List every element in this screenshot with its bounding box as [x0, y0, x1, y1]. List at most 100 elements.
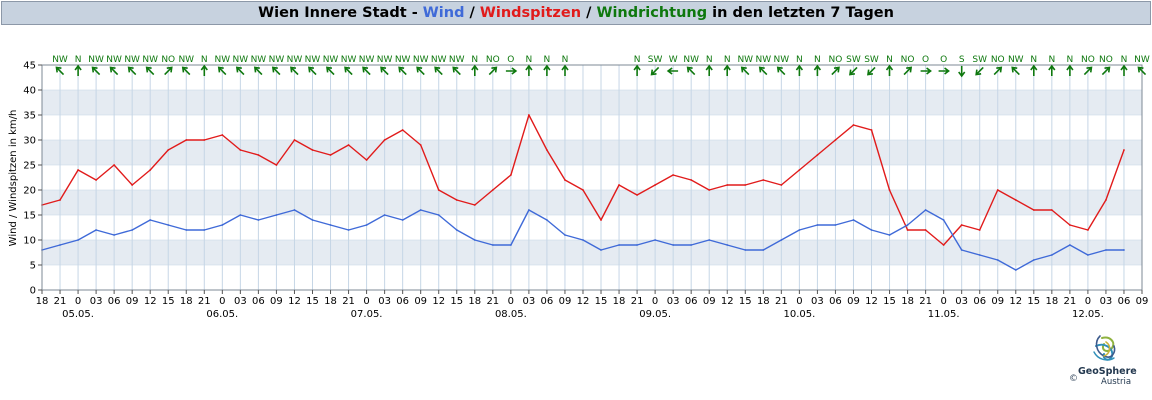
gust-point	[131, 184, 134, 186]
gust-point	[293, 139, 296, 141]
direction-label: NW	[52, 55, 68, 65]
band	[42, 240, 1142, 265]
wind-point	[744, 249, 747, 251]
gust-point	[491, 189, 494, 191]
x-tick-label: 03	[955, 296, 968, 307]
wind-point	[708, 239, 711, 241]
x-tick-label: 21	[919, 296, 932, 307]
x-tick-label: 06	[1118, 296, 1131, 307]
x-tick-label: 21	[54, 296, 67, 307]
x-tick-label: 12	[1009, 296, 1022, 307]
date-label: 12.05.	[1072, 309, 1104, 320]
wind-direction-arrow	[975, 66, 984, 76]
wind-direction-arrow	[543, 64, 551, 76]
wind-point	[419, 209, 422, 211]
title-separator-1: /	[464, 5, 480, 21]
wind-direction-arrow	[813, 64, 822, 76]
wind-point	[527, 209, 530, 211]
gust-point	[1050, 209, 1053, 211]
wind-direction-arrow	[1120, 64, 1128, 76]
date-label: 06.05.	[206, 309, 238, 320]
wind-direction-arrow	[253, 66, 263, 76]
wind-direction-arrow	[903, 66, 913, 76]
wind-point	[798, 229, 801, 231]
direction-label: N	[634, 55, 641, 65]
gust-point	[329, 154, 332, 156]
x-tick-label: 06	[973, 296, 986, 307]
wind-point	[1105, 249, 1107, 251]
wind-point	[564, 234, 566, 236]
wind-point	[203, 229, 206, 231]
gust-point	[95, 179, 97, 181]
wind-direction-arrow	[758, 66, 768, 76]
direction-label: NO	[486, 55, 500, 65]
direction-label: NW	[124, 55, 140, 65]
wind-point	[834, 224, 837, 226]
gust-point	[942, 244, 945, 246]
wind-direction-arrow	[380, 66, 389, 76]
x-tick-label: 0	[940, 296, 946, 307]
direction-label: NW	[431, 55, 447, 65]
wind-direction-arrow	[109, 66, 119, 76]
direction-label: NW	[359, 55, 375, 65]
direction-label: NO	[829, 55, 843, 65]
direction-label: N	[526, 55, 533, 65]
x-tick-label: 09	[270, 296, 283, 307]
direction-label: N	[1030, 55, 1037, 65]
direction-label: NW	[413, 55, 429, 65]
wind-point	[365, 224, 368, 226]
gust-point	[1032, 209, 1035, 211]
x-tick-label: 06	[252, 296, 265, 307]
direction-label: NW	[1134, 55, 1150, 65]
y-axis-label: Wind / Windspitzen in km/h	[8, 110, 19, 247]
x-axis: 18 21 0 03 06 09 12 15 18 21 0 03 06 09 12 15 18 21 0 03 06 0…	[36, 290, 1149, 320]
wind-direction-arrow	[434, 66, 443, 76]
wind-direction-arrow	[271, 66, 281, 76]
y-tick-label: 10	[23, 236, 36, 247]
gust-point	[708, 189, 711, 191]
wind-direction-arrow	[344, 66, 353, 76]
direction-label: NW	[142, 55, 158, 65]
title-separator-2: /	[581, 5, 597, 21]
x-tick-label: 12	[865, 296, 878, 307]
y-tick-label: 35	[23, 111, 36, 122]
direction-label: N	[562, 55, 569, 65]
plot-frame	[41, 64, 1143, 291]
title-wind: Wind	[422, 5, 465, 21]
x-tick-label: 03	[1100, 296, 1113, 307]
gust-point	[762, 179, 765, 181]
x-tick-label: 09	[414, 296, 427, 307]
direction-label: NW	[305, 55, 321, 65]
date-label: 11.05.	[928, 309, 960, 320]
wind-direction-arrow	[1101, 66, 1111, 76]
wind-direction-arrow	[561, 64, 569, 76]
gust-point	[780, 184, 783, 186]
wind-point	[473, 239, 476, 241]
x-tick-label: 09	[1136, 296, 1149, 307]
wind-point	[852, 219, 855, 221]
gust-point	[672, 174, 675, 176]
x-tick-label: 15	[306, 296, 319, 307]
x-tick-label: 09	[847, 296, 860, 307]
y-tick-label: 20	[23, 186, 36, 197]
direction-label: N	[706, 55, 713, 65]
direction-label: N	[471, 55, 478, 65]
wind-direction-arrow	[666, 67, 679, 75]
x-tick-label: 18	[468, 296, 481, 307]
direction-label: NW	[395, 55, 411, 65]
wind-point	[888, 234, 891, 236]
wind-point	[275, 214, 278, 216]
direction-label: N	[1048, 55, 1055, 65]
copyright-symbol: ©	[1069, 374, 1078, 384]
gust-point	[654, 184, 657, 186]
gust-point	[473, 204, 476, 206]
x-tick-label: 18	[901, 296, 914, 307]
direction-label: NW	[755, 55, 771, 65]
wind-direction-arrow	[776, 66, 786, 76]
y-tick-label: 40	[23, 86, 36, 97]
y-tick-label: 5	[30, 261, 36, 272]
x-tick-label: 18	[757, 296, 770, 307]
wind-point	[131, 229, 134, 231]
wind-direction-arrow	[235, 66, 245, 76]
y-tick-label: 0	[30, 286, 36, 297]
